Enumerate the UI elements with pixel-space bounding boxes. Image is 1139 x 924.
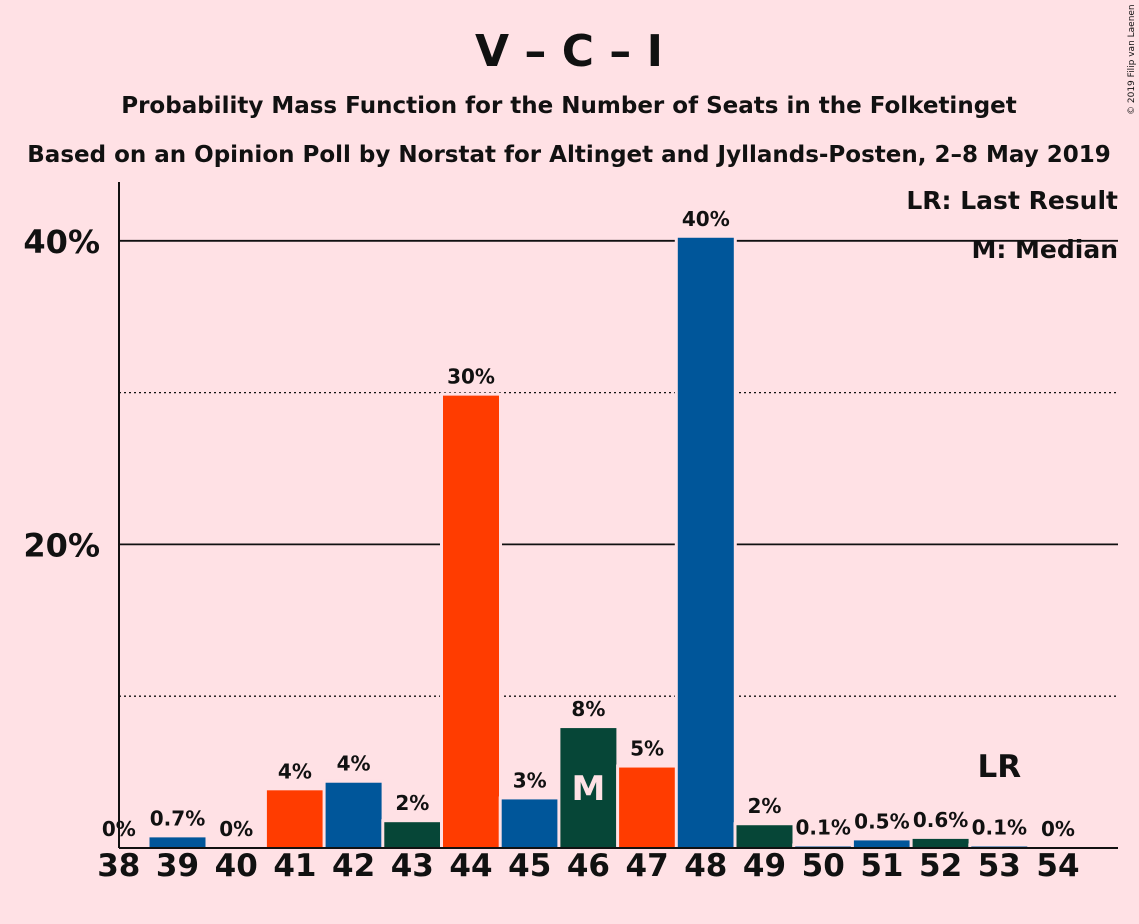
x-tick-label: 48 xyxy=(684,848,727,884)
median-marker: M xyxy=(571,769,605,809)
bar-value-label: 5% xyxy=(630,737,664,761)
bars xyxy=(146,234,1031,848)
bar-seat-44 xyxy=(443,395,499,848)
bar-value-label: 8% xyxy=(571,697,605,721)
bar-halo xyxy=(968,843,1031,848)
bar-seat-51 xyxy=(853,840,910,848)
bar-seat-42 xyxy=(325,782,382,848)
bar-halo xyxy=(792,843,855,848)
grid-lines xyxy=(119,239,1118,697)
x-tick-label: 47 xyxy=(626,848,669,884)
legend-last-result: LR: Last Result xyxy=(906,186,1118,215)
x-tick-label: 40 xyxy=(215,848,258,884)
bar-seat-49 xyxy=(736,825,793,848)
bar-value-label: 2% xyxy=(395,791,429,815)
x-tick-label: 49 xyxy=(743,848,786,884)
bar-value-label: 4% xyxy=(337,752,371,776)
chart-title: V – C – I xyxy=(475,26,663,77)
bar-seat-46 xyxy=(560,728,617,848)
bar-value-label: 40% xyxy=(682,207,730,231)
bar-value-label: 0.5% xyxy=(854,809,909,833)
x-tick-label: 41 xyxy=(273,848,316,884)
x-tick-label: 38 xyxy=(97,848,140,884)
bar-value-label: 0.1% xyxy=(972,815,1027,839)
x-tick-label: 54 xyxy=(1036,848,1079,884)
x-tick-label: 53 xyxy=(978,848,1021,884)
bar-seat-47 xyxy=(619,767,676,848)
x-tick-label: 51 xyxy=(860,848,903,884)
x-axis-ticks: 38 39 40 41 42 43 44 45 46 47 48 49 50 51 52 53 54 xyxy=(97,848,1079,884)
bar-value-label: 0% xyxy=(1041,817,1075,841)
markers: M LR xyxy=(571,749,1021,809)
legend-median: M: Median xyxy=(971,235,1118,264)
x-tick-label: 39 xyxy=(156,848,199,884)
bar-value-label: 0.6% xyxy=(913,808,968,832)
bar-value-label: 0.7% xyxy=(150,806,205,830)
bar-seat-52 xyxy=(912,838,969,848)
x-tick-label: 52 xyxy=(919,848,962,884)
bar-value-label: 3% xyxy=(513,768,547,792)
copyright-notice: © 2019 Filip van Laenen xyxy=(1127,4,1137,115)
bar-seat-48 xyxy=(677,237,734,848)
bar-seat-43 xyxy=(384,822,441,848)
last-result-marker: LR xyxy=(977,749,1021,785)
x-tick-label: 44 xyxy=(449,848,492,884)
bar-seat-39 xyxy=(149,837,206,848)
y-tick-label: 40% xyxy=(23,223,100,261)
x-tick-label: 50 xyxy=(802,848,845,884)
bar-seat-45 xyxy=(501,799,558,848)
x-tick-label: 45 xyxy=(508,848,551,884)
bar-value-label: 0% xyxy=(219,817,253,841)
bar-seat-41 xyxy=(266,790,323,848)
bar-value-label: 2% xyxy=(748,794,782,818)
bar-value-label: 4% xyxy=(278,759,312,783)
chart-subtitle: Probability Mass Function for the Number… xyxy=(121,93,1017,119)
y-axis-ticks: 20% 40% xyxy=(23,223,100,565)
y-tick-label: 20% xyxy=(23,526,100,564)
bar-value-label: 0.1% xyxy=(795,815,850,839)
x-tick-label: 46 xyxy=(567,848,610,884)
bar-value-label: 30% xyxy=(447,365,495,389)
chart-source-line: Based on an Opinion Poll by Norstat for … xyxy=(27,142,1110,168)
x-tick-label: 43 xyxy=(391,848,434,884)
x-tick-label: 42 xyxy=(332,848,375,884)
